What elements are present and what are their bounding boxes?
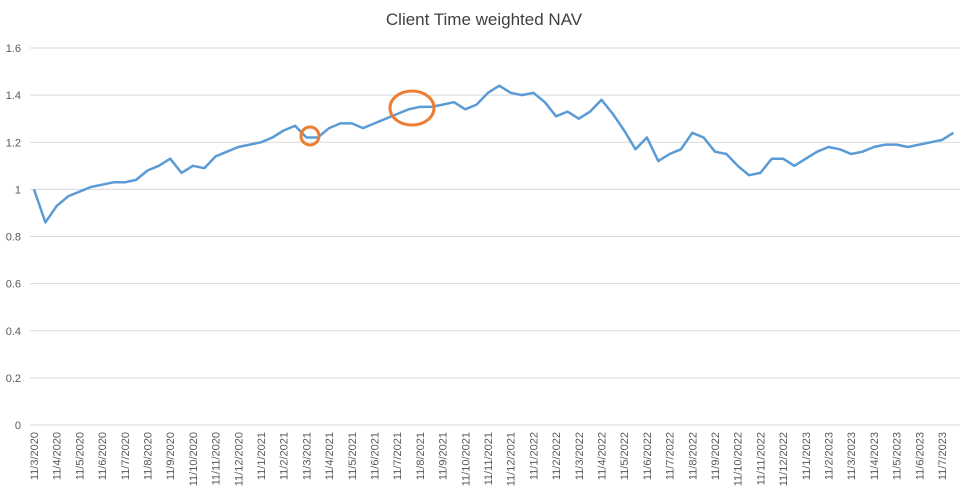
- x-tick-label: 11/1/2021: [256, 432, 268, 480]
- line-series: [32, 84, 955, 224]
- x-tick-label: 11/8/2022: [687, 432, 699, 480]
- x-tick-label: 11/2/2021: [279, 432, 291, 480]
- x-tick-label: 11/8/2020: [143, 432, 155, 480]
- y-tick-label: 1: [15, 184, 21, 196]
- x-tick-label: 11/2/2022: [551, 432, 563, 480]
- y-tick-label: 0.2: [6, 373, 21, 385]
- x-tick-label: 11/9/2022: [710, 432, 722, 480]
- x-tick-label: 11/4/2021: [324, 432, 336, 480]
- x-tick-label: 11/6/2021: [370, 432, 382, 480]
- x-tick-label: 11/6/2022: [642, 432, 654, 480]
- x-tick-label: 11/11/2022: [755, 432, 767, 485]
- x-tick-label: 11/1/2023: [801, 432, 813, 480]
- x-tick-label: 11/11/2020: [211, 432, 223, 485]
- x-tick-label: 11/5/2023: [892, 432, 904, 480]
- x-tick-label: 11/9/2021: [438, 432, 450, 480]
- x-tick-label: 11/12/2021: [506, 432, 518, 486]
- x-tick-label: 11/3/2022: [574, 432, 586, 480]
- y-tick-label: 0.4: [6, 326, 21, 338]
- plot-area: 0 0.2 0.4 0.6 0.8 1 1.2 1.4 1.6 11/3/2020 11/4/202…: [6, 43, 960, 486]
- x-tick-label: 11/11/2021: [483, 432, 495, 485]
- x-tick-label: 11/6/2020: [97, 432, 109, 480]
- y-tick-label: 0.8: [6, 232, 21, 244]
- x-tick-label: 11/8/2021: [415, 432, 427, 480]
- x-tick-label: 11/7/2022: [665, 432, 677, 480]
- x-tick-label: 11/5/2021: [347, 432, 359, 480]
- x-tick-label: 11/4/2020: [52, 432, 64, 480]
- x-tick-label: 11/9/2020: [165, 432, 177, 480]
- x-tick-label: 11/3/2021: [301, 432, 313, 480]
- y-tick-label: 1.4: [6, 90, 21, 102]
- y-tick-label: 1.6: [6, 43, 21, 55]
- x-tick-label: 11/6/2023: [914, 432, 926, 480]
- y-tick-label: 1.2: [6, 137, 21, 149]
- x-tick-label: 11/10/2020: [188, 432, 200, 486]
- highlight-circle: [299, 125, 321, 147]
- x-tick-label: 11/1/2022: [528, 432, 540, 480]
- y-tick-label: 0: [15, 420, 21, 432]
- y-tick-label: 0.6: [6, 279, 21, 291]
- x-tick-label: 11/2/2023: [824, 432, 836, 480]
- x-tick-label: 11/5/2020: [74, 432, 86, 480]
- x-tick-label: 11/10/2021: [460, 432, 472, 486]
- x-tick-label: 11/10/2022: [733, 432, 745, 486]
- x-tick-label: 11/4/2022: [597, 432, 609, 480]
- x-tick-label: 11/12/2020: [233, 432, 245, 486]
- x-tick-label: 11/3/2023: [846, 432, 858, 480]
- x-tick-label: 11/7/2020: [120, 432, 132, 480]
- x-tick-label: 11/12/2022: [778, 432, 790, 486]
- chart-title: Client Time weighted NAV: [386, 10, 583, 29]
- x-tick-label: 11/5/2022: [619, 432, 631, 480]
- highlight-ellipse: [388, 89, 436, 127]
- x-tick-label: 11/3/2020: [29, 432, 41, 480]
- x-tick-label: 11/7/2023: [937, 432, 949, 480]
- x-tick-label: 11/7/2021: [392, 432, 404, 480]
- x-tick-label: 11/4/2023: [869, 432, 881, 480]
